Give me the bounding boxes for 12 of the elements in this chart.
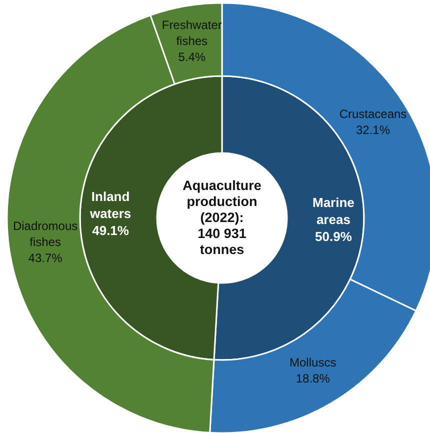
data-label: 32.1%	[356, 123, 390, 137]
data-label: 18.8%	[296, 372, 330, 386]
slice-label: Marine areas	[312, 196, 354, 228]
data-label: 49.1%	[92, 223, 130, 238]
slice-label: Diadromous fishes	[12, 219, 78, 250]
slice-label: Molluscs	[290, 356, 336, 370]
slice-label: Inland waters	[88, 189, 132, 222]
data-label: 5.4%	[178, 50, 206, 64]
text: Aquaculture production (2022): 140 931 tonnes	[182, 178, 262, 257]
slice-label: Crustaceans	[339, 107, 407, 121]
data-label: 43.7%	[28, 251, 63, 266]
data-label: 50.9%	[315, 230, 352, 245]
